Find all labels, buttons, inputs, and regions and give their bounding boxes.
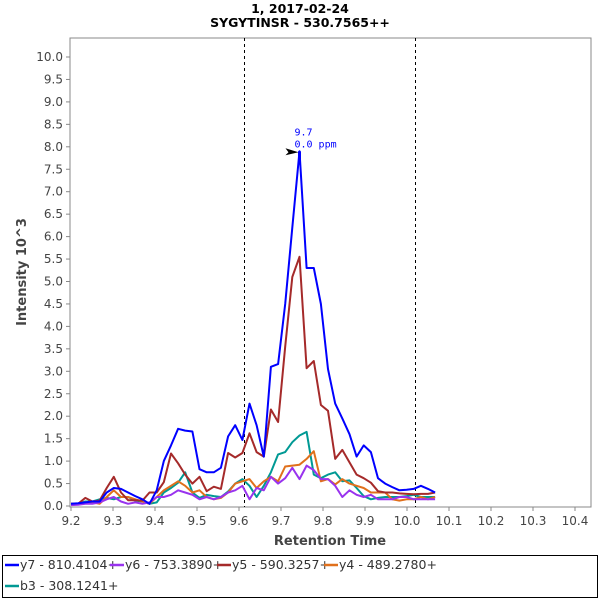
y-tick-label: 10.0 [36,50,63,64]
peak-apex-marker [297,151,301,160]
x-tick-label: 10.2 [478,514,505,528]
legend-item: y5 - 590.3257+ [217,557,330,572]
series-line-y6 [70,464,436,507]
x-tick-label: 9.7 [271,514,290,528]
legend-box [2,555,598,598]
x-tick-label: 10.3 [520,514,547,528]
y-tick-label: 4.5 [44,297,63,311]
y-tick-label: 7.5 [44,162,63,176]
y-tick-label: 0.5 [44,477,63,491]
legend-item: b3 - 308.1241+ [5,578,118,593]
x-tick-label: 9.9 [355,514,374,528]
legend-label: y6 - 753.3890+ [125,557,223,572]
y-tick-label: 0.0 [44,499,63,513]
legend-item: y7 - 810.4104+ [5,557,118,572]
y-tick-label: 4.0 [44,319,63,333]
x-tick-label: 10.1 [436,514,463,528]
chart-title: 1, 2017-02-24 [251,1,349,16]
x-tick-label: 9.3 [103,514,122,528]
x-tick-label: 10.0 [394,514,421,528]
x-tick-label: 10.4 [562,514,589,528]
x-tick-label: 9.4 [145,514,164,528]
y-tick-label: 9.0 [44,95,63,109]
y-tick-label: 3.5 [44,342,63,356]
legend-label: b3 - 308.1241+ [20,578,118,593]
peak-arrow-icon [285,148,299,156]
x-tick-label: 9.8 [313,514,332,528]
y-tick-label: 1.0 [44,454,63,468]
legend-label: y5 - 590.3257+ [232,557,330,572]
legend-label: y4 - 489.2780+ [339,557,437,572]
series-line-y4 [71,450,436,505]
y-tick-label: 6.5 [44,207,63,221]
y-tick-label: 2.0 [44,409,63,423]
series-line-y5 [71,255,436,505]
legend-item: y4 - 489.2780+ [324,557,437,572]
y-tick-label: 3.0 [44,364,63,378]
peak-ppm-label: 0.0 ppm [294,139,336,150]
legend-label: y7 - 810.4104+ [20,557,118,572]
x-tick-label: 9.2 [61,514,80,528]
y-tick-label: 5.5 [44,252,63,266]
y-tick-label: 2.5 [44,387,63,401]
y-axis-label: Intensity 10^3 [15,218,30,326]
peak-rt-label: 9.7 [294,127,312,138]
y-tick-label: 8.5 [44,117,63,131]
legend-item: y6 - 753.3890+ [110,557,223,572]
plot-area [69,37,592,508]
y-tick-label: 7.0 [44,185,63,199]
y-tick-label: 5.0 [44,275,63,289]
x-tick-label: 9.6 [229,514,248,528]
y-tick-label: 6.0 [44,230,63,244]
y-tick-label: 9.5 [44,72,63,86]
series-line-y7 [70,150,436,505]
x-tick-label: 9.5 [187,514,206,528]
y-tick-label: 8.0 [44,140,63,154]
y-tick-label: 1.5 [44,432,63,446]
chart-subtitle: SYGYTINSR - 530.7565++ [210,15,390,30]
x-axis-label: Retention Time [274,534,386,549]
